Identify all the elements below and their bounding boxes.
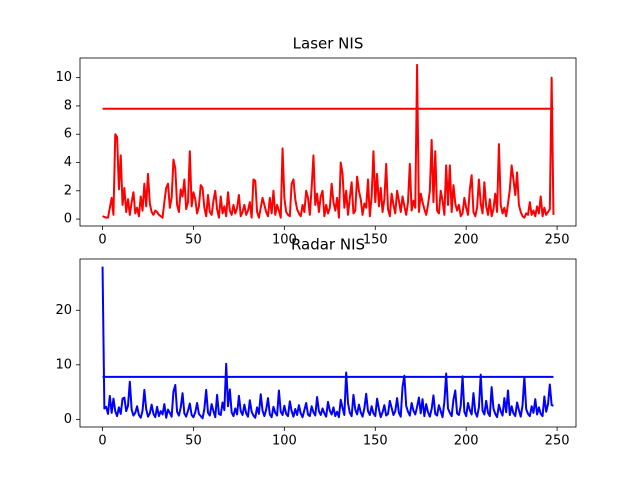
x-tick-label: 150 bbox=[363, 233, 388, 248]
x-tick-label: 50 bbox=[185, 434, 202, 449]
data-line bbox=[101, 266, 554, 420]
x-tick-label: 150 bbox=[363, 434, 388, 449]
x-tick-label: 250 bbox=[545, 233, 570, 248]
y-tick-label: 0 bbox=[64, 412, 72, 427]
x-tick-label: 50 bbox=[185, 233, 202, 248]
x-tick-label: 100 bbox=[272, 233, 297, 248]
y-tick-label: 6 bbox=[64, 127, 72, 142]
axes-frame bbox=[79, 57, 577, 227]
y-tick-label: 4 bbox=[64, 155, 72, 170]
x-tick-label: 250 bbox=[545, 434, 570, 449]
x-tick-label: 0 bbox=[98, 233, 106, 248]
y-tick-label: 8 bbox=[64, 98, 72, 113]
x-tick-label: 200 bbox=[454, 434, 479, 449]
x-tick-label: 200 bbox=[454, 233, 479, 248]
data-line bbox=[102, 63, 555, 219]
y-tick-label: 10 bbox=[55, 357, 72, 372]
y-tick-label: 10 bbox=[55, 70, 72, 85]
x-tick-label: 100 bbox=[272, 434, 297, 449]
chart-title: Radar NIS bbox=[291, 236, 365, 254]
chart-title: Laser NIS bbox=[293, 35, 364, 53]
y-tick-label: 2 bbox=[64, 183, 72, 198]
y-tick-label: 0 bbox=[64, 212, 72, 227]
x-tick-label: 0 bbox=[98, 434, 106, 449]
y-tick-label: 20 bbox=[55, 303, 72, 318]
axes-frame bbox=[79, 258, 577, 428]
